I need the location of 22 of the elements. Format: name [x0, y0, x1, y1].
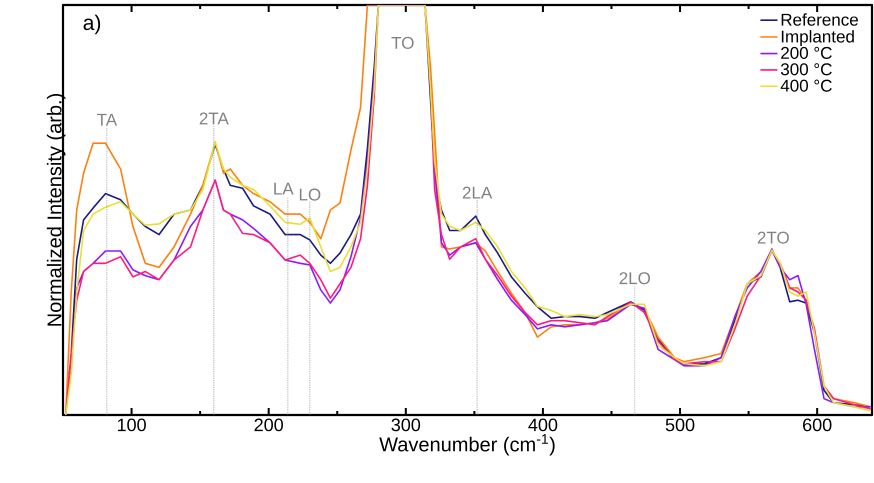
legend-label: 400 °C [780, 80, 832, 92]
ref-line-label: LO [300, 188, 320, 201]
legend-label: Implanted [782, 30, 854, 46]
x-tick-label: 500 [666, 418, 694, 432]
annotation: 2TO [758, 232, 789, 244]
x-tick-label: 600 [803, 418, 832, 432]
ref-line-label: 2TA [200, 112, 229, 124]
legend-label: 300 °C [780, 63, 832, 76]
x-tick-label: 200 [254, 418, 283, 432]
y-axis-title: Normalized Intensity (arb.) [46, 94, 66, 326]
x-tick-label: 300 [391, 418, 420, 432]
x-tick-label: 400 [528, 418, 558, 432]
legend-label: 200 °C [781, 46, 832, 59]
chart-title: a) [84, 14, 100, 34]
ref-line-label: 2LA [462, 186, 492, 199]
ref-line-label: TA [97, 114, 118, 126]
ref-line-label: LA [274, 182, 294, 194]
x-axis-title: Wavenumber (cm$^{-1}$) [379, 434, 555, 456]
annotation: TO [392, 36, 414, 49]
x-tick-label: 100 [118, 418, 146, 432]
ref-line-label: 2LO [620, 272, 650, 284]
legend-label: Reference [782, 13, 858, 26]
